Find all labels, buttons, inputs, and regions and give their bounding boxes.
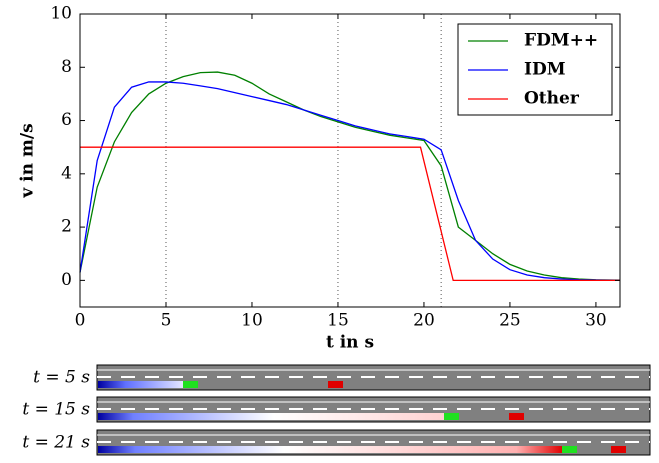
plot-frame: [79, 13, 621, 308]
road: [96, 429, 651, 456]
y-tick-label: 10: [50, 4, 72, 24]
y-axis-label: v in m/s: [18, 123, 38, 198]
x-tick-label: 0: [75, 311, 86, 331]
series-line: [80, 146, 620, 282]
x-tick-label: 10: [241, 311, 263, 331]
x-tick-label: 25: [499, 311, 521, 331]
y-tick-label: 2: [61, 217, 72, 237]
y-tick-label: 8: [61, 57, 72, 77]
y-tick-label: 0: [61, 270, 72, 290]
strip-label: t = 15 s: [22, 400, 90, 420]
series-line: [79, 81, 621, 282]
legend-label: FDM++: [524, 31, 598, 51]
y-tick-label: 4: [61, 163, 72, 183]
x-tick-label: 15: [327, 311, 349, 331]
strip-label: t = 21 s: [22, 433, 90, 453]
x-axis-label: t in s: [326, 333, 374, 353]
x-tick-label: 20: [413, 311, 435, 331]
x-tick-label: 30: [585, 311, 607, 331]
x-tick-label: 5: [161, 311, 172, 331]
road: [96, 396, 651, 423]
strip-label: t = 5 s: [33, 368, 90, 388]
road: [96, 364, 651, 391]
legend-label: IDM: [524, 60, 566, 80]
legend-label: Other: [524, 89, 580, 109]
y-tick-label: 6: [61, 110, 72, 130]
road-strips: t = 5 s t = 15 s t = 21 s: [22, 364, 651, 456]
